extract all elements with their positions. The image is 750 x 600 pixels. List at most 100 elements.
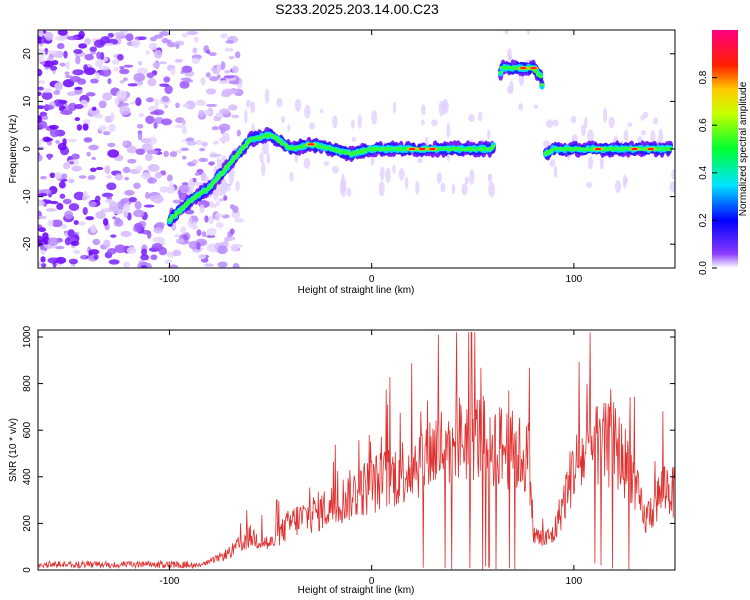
noise-blob (105, 175, 113, 179)
noise-blob (49, 128, 60, 138)
noise-blob (138, 36, 147, 41)
noise-blob (89, 46, 97, 53)
noise-blob (82, 123, 89, 131)
noise-blob (119, 79, 126, 84)
noise-blob (115, 217, 121, 224)
noise-streak (392, 164, 396, 174)
noise-blob (148, 136, 158, 145)
noise-blob (164, 259, 173, 265)
noise-blob (47, 153, 52, 161)
noise-streak (650, 130, 656, 143)
noise-blob (44, 137, 54, 142)
noise-streak (599, 156, 604, 170)
noise-blob (208, 52, 217, 57)
noise-blob (148, 42, 158, 51)
heatmap-x-tick-label: 100 (566, 274, 583, 285)
noise-streak (378, 180, 385, 197)
noise-blob (181, 126, 188, 135)
ridge-segment (539, 84, 545, 90)
noise-blob (38, 80, 46, 84)
ridge-segment (192, 197, 198, 200)
noise-blob (170, 67, 176, 76)
noise-streak (398, 167, 405, 181)
noise-streak (488, 181, 495, 198)
noise-blob (122, 166, 131, 174)
noise-blob (38, 57, 45, 63)
noise-blob (78, 43, 88, 49)
noise-streak (415, 180, 420, 195)
noise-blob (38, 261, 42, 267)
noise-blob (136, 81, 144, 86)
noise-blob (136, 165, 143, 172)
noise-blob (65, 74, 73, 79)
snr-x-tick-label: 100 (566, 576, 583, 587)
noise-blob (64, 71, 70, 76)
noise-blob (107, 78, 112, 85)
ridge-segment (208, 185, 214, 189)
noise-blob (74, 117, 81, 122)
noise-blob (90, 78, 99, 84)
noise-blob (234, 51, 241, 59)
noise-blob (38, 68, 43, 77)
noise-blob (175, 43, 180, 49)
ridge-hotspot (631, 148, 639, 150)
noise-streak (417, 157, 423, 164)
noise-blob (55, 35, 67, 41)
noise-blob (106, 182, 117, 191)
snr-y-tick-label: 1000 (22, 325, 33, 348)
noise-blob (83, 137, 93, 143)
noise-blob (208, 161, 215, 166)
snr-y-label: SNR (10 * v/v) (8, 418, 19, 482)
noise-streak (440, 182, 446, 193)
noise-blob (87, 174, 96, 180)
noise-blob (107, 248, 117, 255)
noise-blob (86, 151, 91, 157)
noise-blob (166, 42, 177, 48)
noise-blob (147, 177, 157, 184)
noise-blob (174, 234, 181, 238)
snr-y-tick-label: 200 (22, 515, 33, 532)
noise-streak (487, 173, 493, 181)
snr-frame (37, 329, 676, 571)
noise-blob (237, 84, 243, 89)
noise-blob (119, 68, 130, 75)
noise-blob (82, 206, 88, 216)
noise-blob (179, 80, 190, 89)
ridge-segment (182, 205, 188, 208)
noise-blob (200, 76, 206, 86)
noise-blob (204, 215, 209, 223)
noise-blob (163, 150, 169, 158)
noise-blob (85, 92, 96, 97)
noise-blob (223, 69, 231, 74)
noise-streak (264, 88, 270, 104)
noise-streak (259, 151, 264, 164)
noise-blob (159, 83, 170, 87)
noise-blob (40, 256, 46, 263)
noise-blob (74, 86, 83, 90)
noise-blob (135, 148, 146, 155)
noise-blob (53, 90, 61, 95)
noise-blob (143, 204, 155, 208)
noise-blob (122, 140, 128, 146)
noise-blob (51, 59, 59, 66)
noise-blob (195, 139, 203, 146)
heatmap-y-ticks: -20 -10 0 10 20 (22, 48, 675, 251)
colorbar-ticks: 0.0 0.2 0.4 0.6 0.8 (698, 70, 717, 275)
noise-blob (117, 54, 124, 61)
noise-blob (147, 78, 157, 87)
noise-blob (54, 171, 62, 179)
noise-blob (54, 82, 62, 89)
noise-blob (54, 245, 65, 250)
noise-blob (68, 178, 75, 184)
noise-blob (225, 40, 234, 44)
noise-blob (220, 127, 226, 135)
noise-streak (586, 181, 593, 188)
noise-blob (159, 31, 170, 37)
noise-streak (392, 101, 397, 114)
noise-streak (468, 114, 475, 122)
noise-streak (250, 101, 256, 114)
noise-streak (371, 110, 378, 125)
noise-blob (81, 196, 88, 201)
noise-streak (518, 103, 524, 111)
noise-blob (145, 153, 153, 162)
